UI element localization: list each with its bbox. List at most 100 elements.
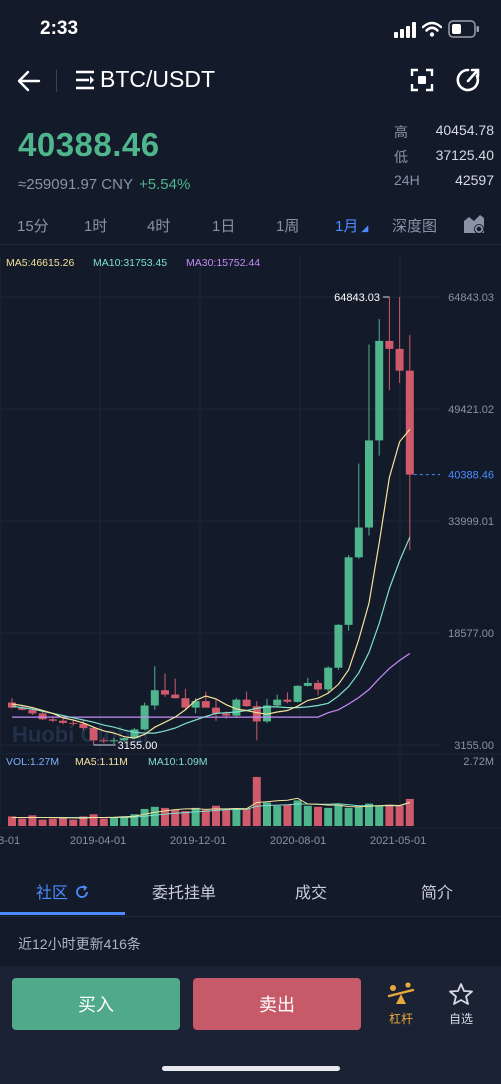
volume-bar: [171, 810, 180, 826]
fullscreen-icon[interactable]: [410, 68, 434, 92]
watchlist-button[interactable]: 自选: [441, 982, 481, 1027]
pair-title[interactable]: BTC/USDT: [100, 66, 215, 92]
tab-1h[interactable]: 1时: [84, 218, 108, 235]
sell-button[interactable]: 卖出: [193, 978, 361, 1030]
active-tab-indicator: [0, 912, 125, 915]
volume-bar: [89, 814, 98, 826]
dropdown-caret-icon: ◢: [361, 223, 369, 233]
chart-settings-icon[interactable]: [462, 213, 486, 235]
tab-depth[interactable]: 深度图: [392, 218, 438, 235]
volume-bar: [18, 818, 27, 826]
candle-body: [69, 722, 78, 724]
tab-community[interactable]: 社区: [36, 879, 89, 903]
buy-button[interactable]: 买入: [12, 978, 180, 1030]
pair-list-icon[interactable]: [75, 69, 95, 91]
candle-body: [48, 719, 57, 721]
stat-24h: 24H 42597: [394, 172, 494, 197]
candle-body: [375, 340, 384, 441]
tab-open-orders[interactable]: 委托挂单: [152, 885, 217, 902]
ma10-legend: MA10:31753.45: [93, 257, 167, 269]
volume-bar: [365, 803, 373, 826]
tab-1w[interactable]: 1周: [276, 218, 300, 235]
last-price: 40388.46: [18, 126, 160, 163]
ma10-line: [11, 537, 411, 734]
candle-body: [263, 705, 271, 722]
candle-body: [99, 740, 108, 742]
volume-bar: [303, 805, 312, 826]
candle-body: [59, 720, 67, 723]
refresh-icon[interactable]: [75, 885, 89, 899]
volume-bar: [140, 808, 149, 826]
volume-bar: [232, 808, 241, 826]
volume-bar: [273, 805, 282, 826]
candle-body: [222, 713, 231, 716]
candle-body: [293, 685, 302, 702]
volume-bar: [354, 806, 363, 826]
volume-bar: [344, 807, 353, 826]
tabs-divider: [0, 244, 501, 245]
tab-4h[interactable]: 4时: [147, 218, 171, 235]
stat-low: 低 37125.40: [394, 147, 494, 172]
last-price-label: 40388.46: [448, 470, 494, 482]
volume-bar: [120, 816, 129, 826]
stat-high-label: 高: [394, 124, 408, 140]
tab-community-label: 社区: [36, 885, 69, 902]
candle-body: [324, 667, 333, 690]
star-icon: [449, 983, 473, 1005]
low-marker-label: 3155.00: [118, 740, 158, 752]
kline-chart[interactable]: 64843.03 49421.02 33999.01 18577.00 3155.00 M…: [0, 248, 501, 860]
candle-body: [79, 723, 88, 728]
candle-body: [191, 701, 200, 708]
volume-ma5-line: [12, 797, 410, 819]
x-tick-label: 2021-05-01: [370, 835, 426, 847]
signal-icon: [394, 22, 416, 38]
candle-body: [283, 699, 292, 702]
volume-bar: [8, 816, 16, 826]
tab-intro[interactable]: 简介: [421, 885, 454, 902]
home-indicator: [162, 1066, 340, 1071]
volume-bar: [385, 804, 394, 826]
volume-bar: [69, 819, 78, 826]
x-tick-label: 2019-12-01: [170, 835, 226, 847]
y-tick-label: 49421.02: [448, 404, 494, 416]
volume-bar: [283, 804, 292, 826]
volume-bar: [150, 806, 159, 826]
candle-body: [344, 557, 353, 625]
candle-body: [171, 694, 180, 699]
candle-body: [303, 682, 312, 686]
tab-15min[interactable]: 15分: [17, 218, 49, 235]
volume-bar: [375, 805, 384, 826]
stat-low-label: 低: [394, 149, 408, 165]
tab-1m-label: 1月: [335, 218, 359, 235]
stat-24h-value: 42597: [455, 172, 494, 188]
volume-bar: [181, 811, 190, 826]
ma30-legend: MA30:15752.44: [186, 257, 260, 269]
x-tick-label: 2019-04-01: [70, 835, 126, 847]
tab-trades[interactable]: 成交: [295, 885, 328, 902]
candle-body: [120, 738, 129, 741]
community-update-text[interactable]: 近12小时更新416条: [18, 936, 141, 952]
ma30-line: [12, 653, 411, 718]
volume-bar: [314, 806, 322, 826]
candle-body: [232, 699, 241, 716]
candle-body: [181, 698, 190, 708]
volume-bar: [252, 776, 261, 826]
candle-body: [365, 440, 373, 528]
interval-tabs: 15分 1时 4时 1日 1周 1月 ◢ 深度图: [0, 212, 501, 240]
price-change: +5.54%: [138, 176, 191, 193]
volume-bar: [130, 814, 139, 826]
wifi-icon: [422, 21, 442, 37]
status-bar: 2:33: [0, 0, 501, 60]
back-arrow-icon[interactable]: [16, 68, 42, 94]
share-refresh-icon[interactable]: [456, 67, 482, 93]
candle-body: [354, 527, 363, 558]
tab-1m[interactable]: 1月 ◢: [335, 215, 368, 236]
candle-body: [8, 702, 16, 708]
tab-1d[interactable]: 1日: [212, 218, 236, 235]
volume-ma10-legend: MA10:1.09M: [148, 756, 208, 768]
stat-high-value: 40454.78: [435, 122, 494, 138]
leverage-label: 杠杆: [388, 1012, 413, 1026]
y-tick-label: 64843.03: [448, 292, 494, 304]
leverage-button[interactable]: 杠杆: [381, 982, 421, 1027]
volume-bar: [334, 804, 343, 826]
